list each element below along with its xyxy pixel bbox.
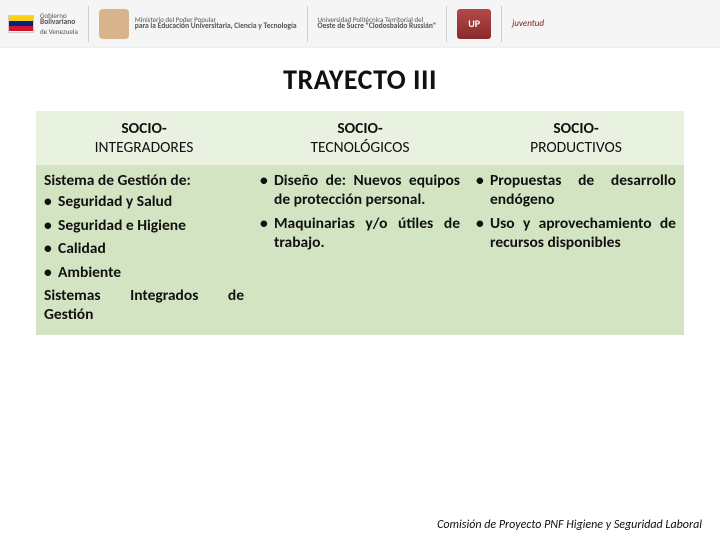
ministry-block: Ministerio del Poder Popular para la Edu… <box>99 9 297 39</box>
list-item: Calidad <box>44 239 244 258</box>
cell-tecnologicos: Diseño de: Nuevos equipos de protección … <box>252 165 468 335</box>
separator <box>307 6 308 42</box>
coat-of-arms-icon <box>99 9 129 39</box>
cell-productivos: Propuestas de desarrollo endógeno Uso y … <box>468 165 684 335</box>
list-item: Maquinarias y/o útiles de trabajo. <box>260 214 460 253</box>
table-header-row: SOCIO-INTEGRADORES SOCIO-TECNOLÓGICOS SO… <box>36 111 684 165</box>
list-item: Seguridad y Salud <box>44 192 244 211</box>
list-item: Seguridad e Higiene <box>44 216 244 235</box>
content-table: SOCIO-INTEGRADORES SOCIO-TECNOLÓGICOS SO… <box>36 111 684 335</box>
separator <box>88 6 89 42</box>
up-logo-icon: UP <box>457 9 491 39</box>
list-item: Uso y aprovechamiento de recursos dispon… <box>476 214 676 253</box>
ministry-text: Ministerio del Poder Popular para la Edu… <box>135 16 297 32</box>
gov-text: Gobierno Bolivariano de Venezuela <box>40 12 78 36</box>
slide-body: TRAYECTO III SOCIO-INTEGRADORES SOCIO-TE… <box>0 48 720 540</box>
separator <box>446 6 447 42</box>
cell-integradores: Sistema de Gestión de: Seguridad y Salud… <box>36 165 252 335</box>
list-item: Diseño de: Nuevos equipos de protección … <box>260 171 460 210</box>
slide: Gobierno Bolivariano de Venezuela Minist… <box>0 0 720 540</box>
list-item: Ambiente <box>44 263 244 282</box>
university-text: Universidad Politécnica Territorial del … <box>318 16 437 32</box>
min-line2: para la Educación Universitaria, Ciencia… <box>135 23 297 31</box>
col1-list: Seguridad y Salud Seguridad e Higiene Ca… <box>44 192 244 282</box>
col1-tail: Sistemas Integrados de Gestión <box>44 286 244 325</box>
table-body-row: Sistema de Gestión de: Seguridad y Salud… <box>36 165 684 335</box>
footer-credit: Comisión de Proyecto PNF Higiene y Segur… <box>437 518 702 532</box>
col3-list: Propuestas de desarrollo endógeno Uso y … <box>476 171 676 253</box>
list-item: Propuestas de desarrollo endógeno <box>476 171 676 210</box>
gov-line3: de Venezuela <box>40 28 78 36</box>
slide-title: TRAYECTO III <box>36 62 684 97</box>
col-header-3: SOCIO-PRODUCTIVOS <box>468 111 684 165</box>
uni-line2: Oeste de Sucre "Clodosbaldo Russián" <box>318 23 437 31</box>
venezuela-flag-icon <box>8 15 34 33</box>
col1-lead: Sistema de Gestión de: <box>44 171 244 190</box>
institutional-header: Gobierno Bolivariano de Venezuela Minist… <box>0 0 720 48</box>
university-block: Universidad Politécnica Territorial del … <box>318 16 437 32</box>
col-header-2: SOCIO-TECNOLÓGICOS <box>252 111 468 165</box>
col-header-1: SOCIO-INTEGRADORES <box>36 111 252 165</box>
gov-logo-block: Gobierno Bolivariano de Venezuela <box>8 12 78 36</box>
col2-list: Diseño de: Nuevos equipos de protección … <box>260 171 460 253</box>
separator <box>501 6 502 42</box>
juventud-logo: juventud <box>512 18 544 29</box>
